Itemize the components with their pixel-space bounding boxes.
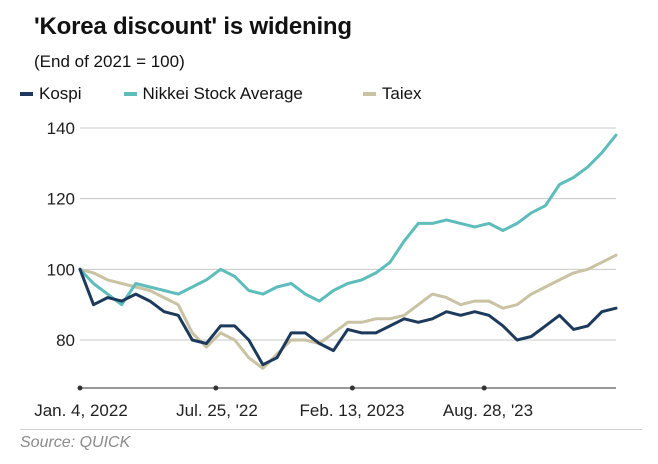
legend-label-kospi: Kospi — [39, 84, 82, 103]
y-tick-label-120: 120 — [47, 190, 75, 209]
y-tick-label-140: 140 — [47, 119, 75, 138]
x-tick-label: Jul. 25, '22 — [176, 401, 258, 420]
legend-label-taiex: Taiex — [381, 84, 422, 103]
x-tick-mark — [77, 385, 83, 391]
x-tick-mark — [213, 385, 219, 391]
legend: Kospi Nikkei Stock Average Taiex — [20, 84, 464, 104]
y-tick-label-100: 100 — [47, 260, 75, 279]
x-tick-label: Jan. 4, 2022 — [34, 401, 128, 420]
x-tick-mark — [481, 385, 487, 391]
legend-swatch-kospi — [20, 92, 33, 96]
x-tick-mark — [349, 385, 355, 391]
chart-subtitle: (End of 2021 = 100) — [34, 52, 185, 71]
series-line-kospi — [78, 267, 618, 367]
series-line-nikkei — [78, 133, 618, 307]
legend-swatch-nikkei — [123, 92, 137, 96]
legend-item-nikkei: Nikkei Stock Average — [123, 84, 303, 104]
series-line-taiex — [78, 253, 618, 370]
source-note: Source: QUICK — [20, 434, 131, 451]
legend-item-kospi: Kospi — [20, 84, 82, 104]
x-tick-label: Feb. 13, 2023 — [300, 401, 405, 420]
source-divider — [20, 429, 642, 430]
legend-item-taiex: Taiex — [362, 84, 422, 104]
y-tick-label-80: 80 — [56, 331, 75, 350]
legend-swatch-taiex — [362, 92, 376, 96]
x-tick-label: Aug. 28, '23 — [443, 401, 533, 420]
chart-title: 'Korea discount' is widening — [34, 13, 352, 40]
legend-label-nikkei: Nikkei Stock Average — [142, 84, 303, 103]
